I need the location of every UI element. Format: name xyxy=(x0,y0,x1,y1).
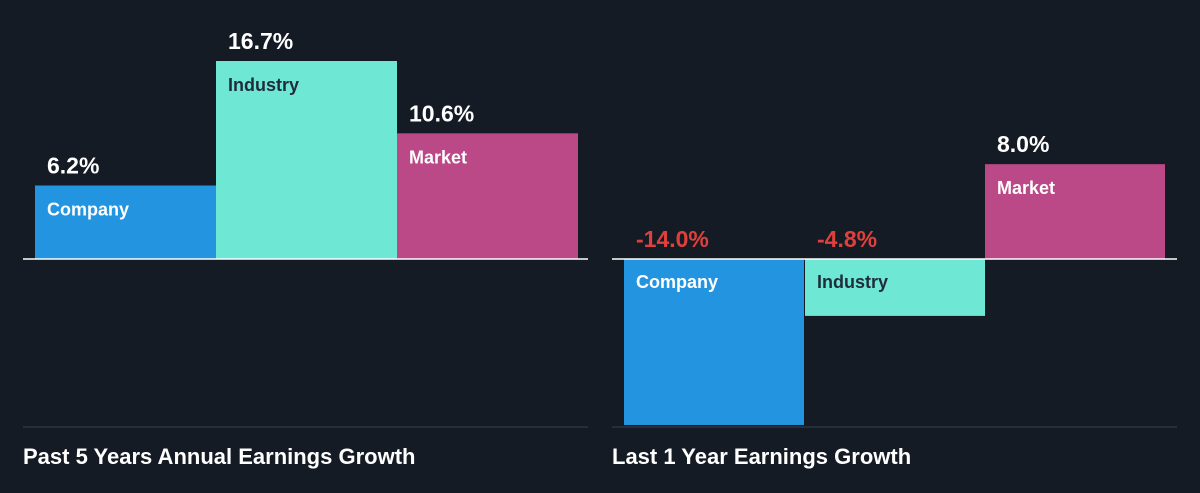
value-label-market-chart-1: 10.6% xyxy=(409,100,474,126)
value-label-company-chart-2: -14.0% xyxy=(636,226,709,252)
bar-industry-chart-2 xyxy=(805,259,985,316)
bar-label-company-chart-1: Company xyxy=(47,199,129,219)
bar-label-industry-chart-2: Industry xyxy=(817,272,888,292)
bar-label-market-chart-2: Market xyxy=(997,178,1055,198)
bar-company-chart-1 xyxy=(35,185,216,259)
value-label-industry-chart-2: -4.8% xyxy=(817,226,877,252)
bar-market-chart-2 xyxy=(985,164,1165,259)
value-label-industry-chart-1: 16.7% xyxy=(228,28,293,54)
chart-title-past-5-years: Past 5 Years Annual Earnings Growth xyxy=(23,444,416,469)
chart-title-last-1-year: Last 1 Year Earnings Growth xyxy=(612,444,912,469)
bar-industry-chart-1 xyxy=(216,61,397,259)
value-label-company-chart-1: 6.2% xyxy=(47,152,99,178)
value-label-market-chart-2: 8.0% xyxy=(997,131,1049,157)
bar-label-market-chart-1: Market xyxy=(409,147,467,167)
bar-label-company-chart-2: Company xyxy=(636,272,718,292)
bar-label-industry-chart-1: Industry xyxy=(228,75,299,95)
bar-company-chart-2 xyxy=(624,259,804,425)
bar-market-chart-1 xyxy=(397,133,578,259)
